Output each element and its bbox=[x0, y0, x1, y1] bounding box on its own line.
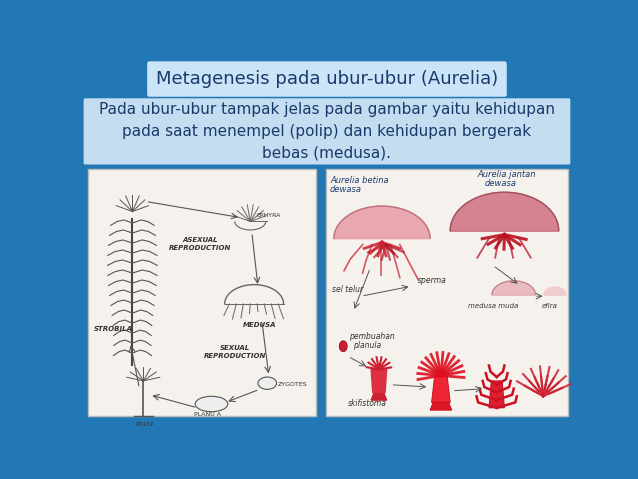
Polygon shape bbox=[371, 369, 387, 392]
Text: MEDUSA: MEDUSA bbox=[243, 322, 277, 328]
Text: SEXUAL
REPRODUCTION: SEXUAL REPRODUCTION bbox=[204, 345, 266, 359]
Text: STROBILA: STROBILA bbox=[94, 326, 133, 332]
Ellipse shape bbox=[195, 396, 228, 411]
FancyBboxPatch shape bbox=[84, 98, 570, 164]
Text: Metagenesis pada ubur-ubur (Aurelia): Metagenesis pada ubur-ubur (Aurelia) bbox=[156, 70, 498, 88]
Ellipse shape bbox=[339, 341, 347, 352]
FancyBboxPatch shape bbox=[87, 169, 316, 415]
Text: planula: planula bbox=[353, 341, 382, 350]
Text: Aurelia jantan: Aurelia jantan bbox=[477, 170, 536, 179]
Text: sperma: sperma bbox=[418, 276, 447, 285]
Polygon shape bbox=[371, 392, 387, 400]
Ellipse shape bbox=[258, 377, 277, 389]
Polygon shape bbox=[431, 376, 450, 402]
FancyBboxPatch shape bbox=[326, 169, 568, 415]
Polygon shape bbox=[430, 402, 452, 410]
Text: POLYP: POLYP bbox=[135, 422, 154, 426]
Polygon shape bbox=[450, 192, 559, 231]
Polygon shape bbox=[334, 206, 430, 239]
Text: dewasa: dewasa bbox=[485, 179, 517, 188]
Text: EPHYRA: EPHYRA bbox=[256, 213, 281, 218]
Polygon shape bbox=[544, 287, 566, 295]
Text: ZYGOTES: ZYGOTES bbox=[278, 381, 308, 387]
Text: pembuahan: pembuahan bbox=[350, 331, 395, 341]
Text: dewasa: dewasa bbox=[330, 185, 362, 194]
Text: ASEXUAL
REPRODUCTION: ASEXUAL REPRODUCTION bbox=[168, 238, 231, 251]
Text: sel telur: sel telur bbox=[332, 285, 364, 294]
Text: skifistoma: skifistoma bbox=[348, 399, 387, 408]
Text: medusa muda: medusa muda bbox=[468, 303, 519, 309]
FancyBboxPatch shape bbox=[147, 61, 507, 97]
Text: Pada ubur-ubur tampak jelas pada gambar yaitu kehidupan
pada saat menempel (poli: Pada ubur-ubur tampak jelas pada gambar … bbox=[99, 103, 555, 160]
Text: PLANU A: PLANU A bbox=[194, 412, 221, 417]
Text: efira: efira bbox=[542, 303, 558, 309]
Polygon shape bbox=[492, 281, 535, 295]
Polygon shape bbox=[489, 381, 505, 408]
Text: Aurelia betina: Aurelia betina bbox=[330, 176, 389, 185]
